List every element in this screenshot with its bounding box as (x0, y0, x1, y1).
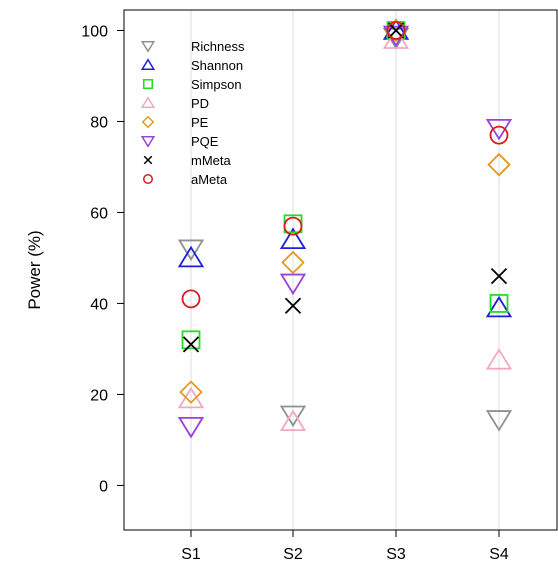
y-tick-label: 40 (90, 296, 108, 313)
legend-label-mmeta: mMeta (191, 153, 232, 168)
point-ameta-s1 (181, 289, 201, 309)
x-tick-label-s1: S1 (181, 546, 201, 563)
point-simpson-s4 (489, 294, 509, 313)
legend-marker-pe (141, 115, 155, 129)
legend-marker-pqe (140, 136, 156, 148)
legend-marker-simpson (143, 79, 153, 89)
point-ameta-s2 (283, 216, 303, 236)
point-richness-s1 (177, 239, 205, 262)
y-axis: 0 20 40 60 80 100 (81, 23, 124, 495)
point-mmeta-s3 (387, 22, 405, 39)
legend-label-pd: PD (191, 96, 209, 111)
x-tick-label-s2: S2 (283, 546, 303, 563)
legend-marker-shannon (140, 58, 156, 70)
legend-marker-ameta (143, 174, 153, 184)
legend-label-pe: PE (191, 115, 209, 130)
legend-label-richness: Richness (191, 39, 245, 54)
point-shannon-s2 (279, 227, 307, 250)
point-pd-s3 (382, 27, 410, 49)
y-tick-label: 20 (90, 387, 108, 404)
point-mmeta-s1 (182, 336, 200, 353)
legend-label-simpson: Simpson (191, 77, 242, 92)
x-tick-label-s3: S3 (386, 546, 406, 563)
point-shannon-s4 (485, 295, 513, 318)
point-richness-s2 (279, 405, 307, 428)
y-tick-label: 0 (99, 478, 108, 495)
point-pe-s1 (179, 380, 203, 404)
legend-marker-richness (140, 41, 156, 53)
x-tick-label-s4: S4 (489, 546, 509, 563)
point-pqe-s1 (177, 416, 205, 439)
y-tick-label: 80 (90, 114, 108, 131)
y-tick-label: 100 (81, 23, 108, 40)
point-shannon-s1 (177, 245, 205, 268)
legend: Richness Shannon Simpson PD PE PQE mMeta aMeta (140, 39, 245, 187)
legend-marker-mmeta (143, 155, 153, 165)
point-richness-s4 (485, 410, 513, 432)
legend-label-pqe: PQE (191, 134, 219, 149)
plot-frame (123, 9, 558, 531)
point-mmeta-s2 (284, 297, 302, 314)
legend-label-shannon: Shannon (191, 58, 243, 73)
legend-marker-pd (140, 96, 156, 108)
point-pe-s2 (281, 250, 305, 275)
y-tick-label: 60 (90, 205, 108, 222)
grid-lines (190, 10, 500, 530)
point-ameta-s3 (386, 21, 406, 40)
series-mmeta (182, 22, 508, 353)
point-mmeta-s4 (490, 268, 508, 285)
point-pd-s2 (279, 409, 307, 432)
point-simpson-s1 (181, 330, 201, 350)
point-pqe-s2 (279, 273, 307, 296)
series-ameta (181, 21, 509, 309)
point-pe-s4 (487, 152, 511, 177)
point-ameta-s4 (489, 125, 509, 145)
legend-label-ameta: aMeta (191, 172, 228, 187)
data-points (177, 18, 513, 439)
point-pd-s4 (485, 348, 513, 370)
x-axis: S1 S2 S3 S4 (181, 530, 509, 563)
y-axis-title: Power (%) (25, 230, 44, 309)
